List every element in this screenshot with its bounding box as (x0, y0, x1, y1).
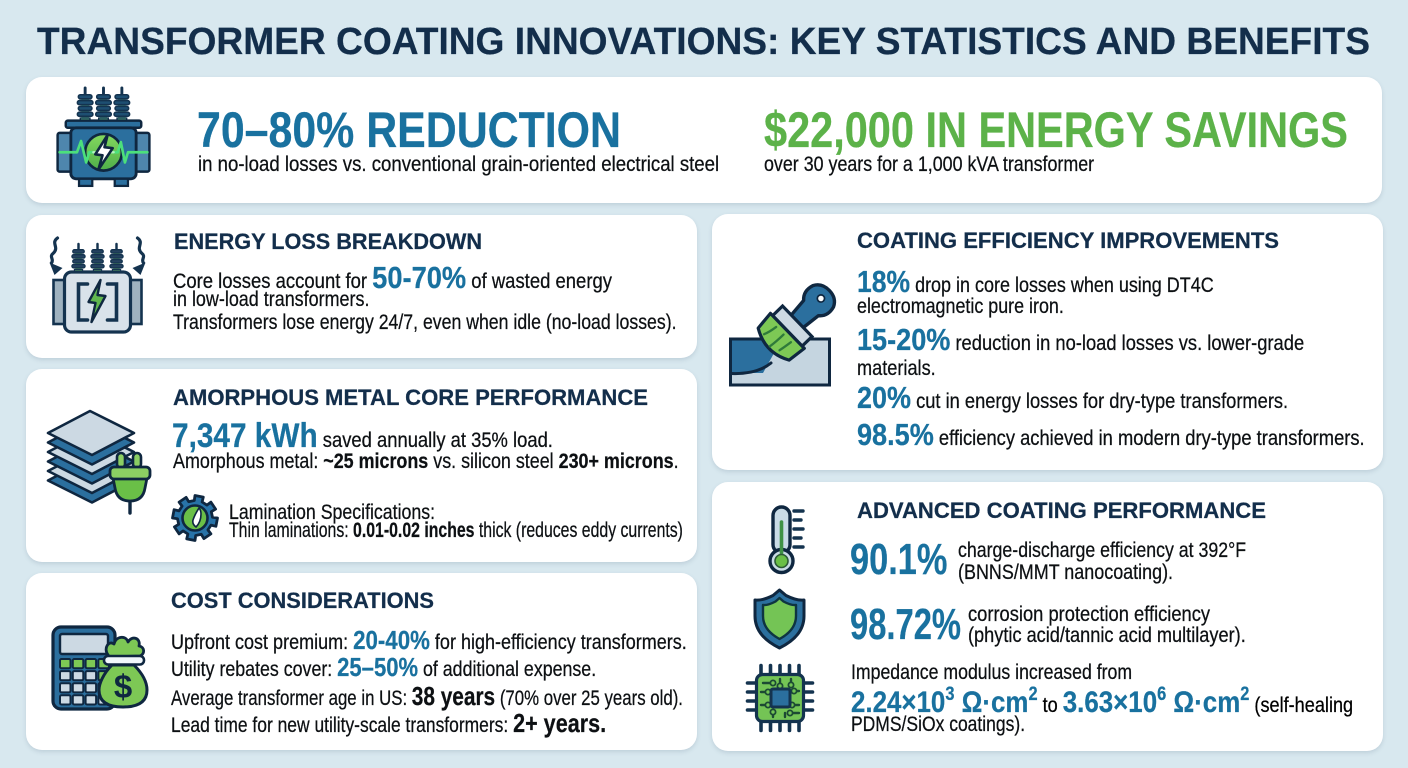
svg-text:$: $ (114, 668, 132, 705)
